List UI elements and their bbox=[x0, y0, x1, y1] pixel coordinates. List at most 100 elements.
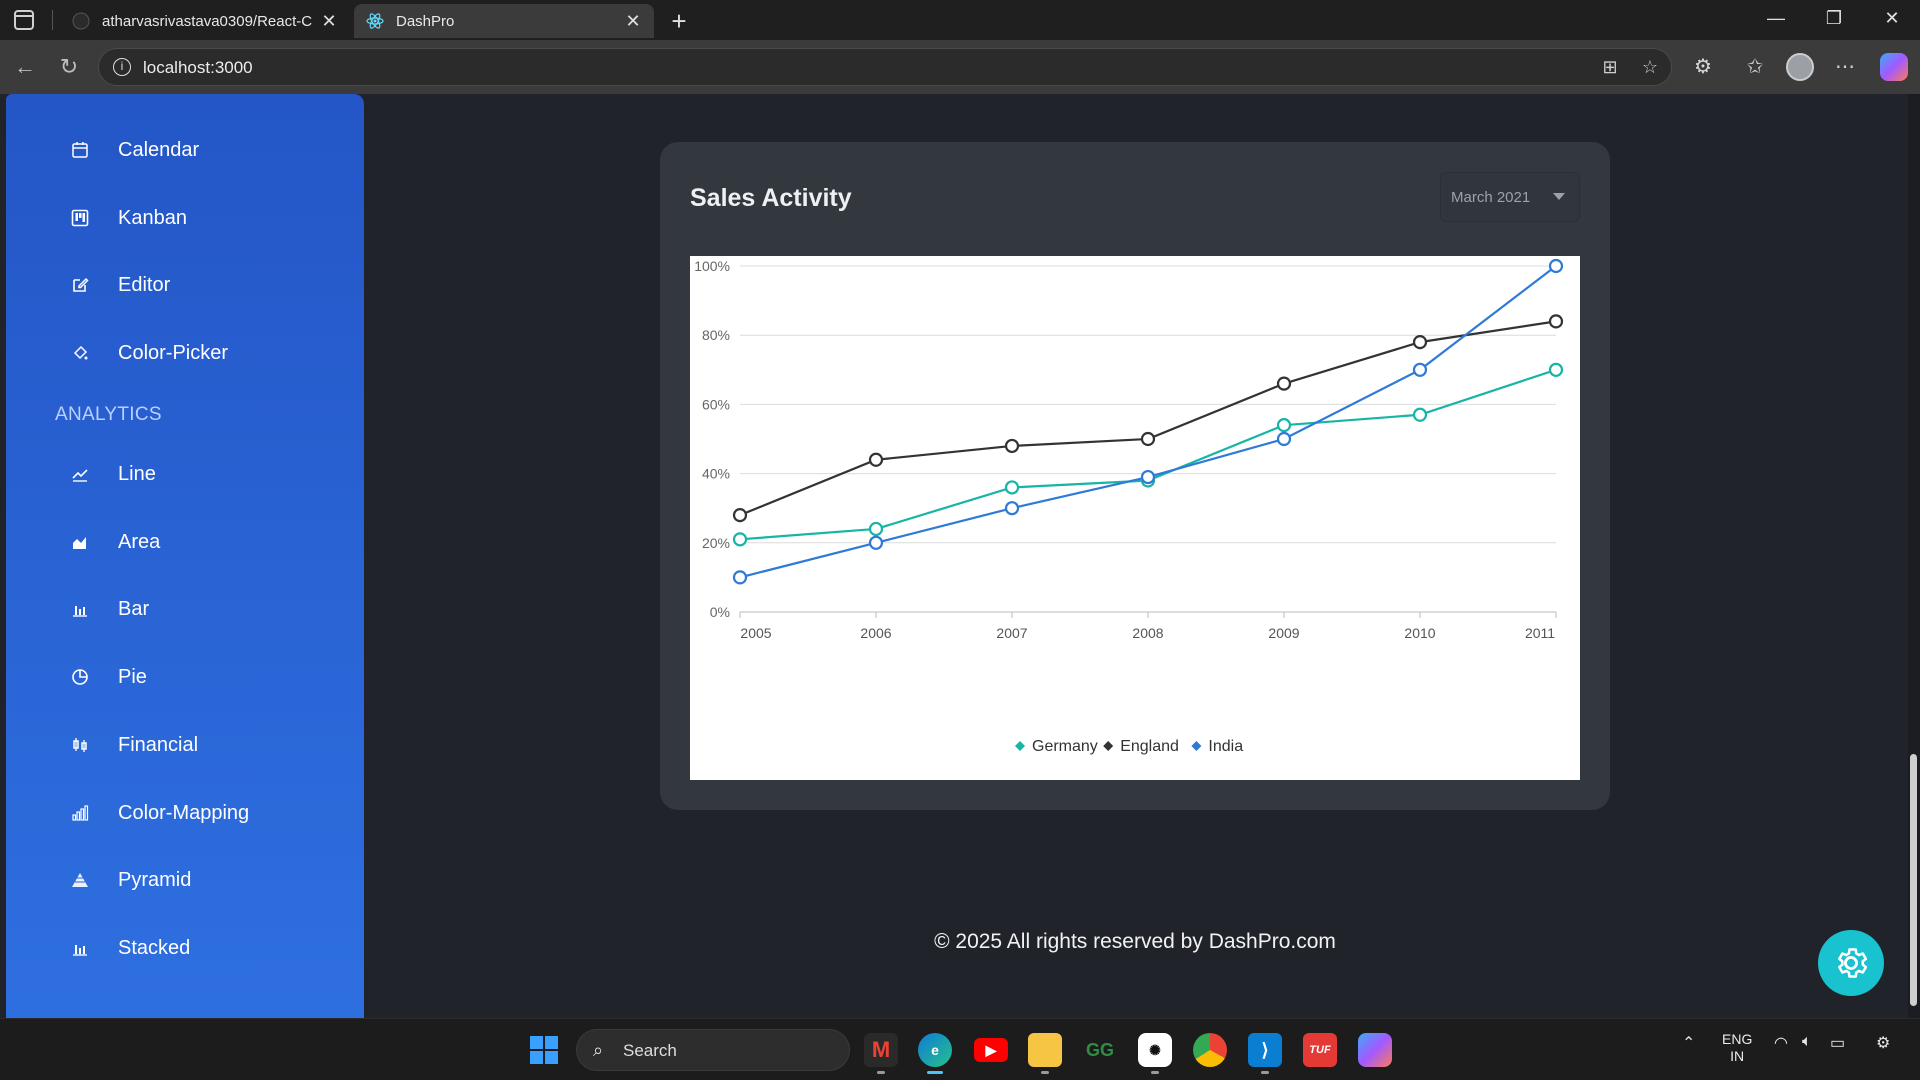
sidebar-item-pie[interactable]: Pie bbox=[70, 657, 147, 697]
refresh-icon[interactable]: ↻ bbox=[59, 54, 79, 79]
legend-label-india: India bbox=[1208, 738, 1243, 755]
sidebar-item-editor[interactable]: Editor bbox=[70, 265, 170, 305]
x-tick-label: 2011 bbox=[1525, 625, 1555, 641]
close-window-icon[interactable]: ✕ bbox=[1884, 8, 1900, 28]
app-available-icon[interactable]: ⊞ bbox=[1602, 57, 1618, 77]
series-line-germany bbox=[739, 368, 1557, 541]
y-tick-label: 0% bbox=[710, 604, 730, 620]
sidebar-item-bar[interactable]: Bar bbox=[70, 589, 149, 629]
chevron-down-icon bbox=[1553, 193, 1565, 200]
minimize-icon[interactable]: — bbox=[1767, 8, 1785, 28]
data-point-india bbox=[1140, 469, 1156, 485]
sales-activity-card: Sales Activity March 2021 0% 20% 40% 60% 80%… bbox=[660, 142, 1610, 810]
calendar-icon bbox=[70, 140, 90, 160]
data-point-england bbox=[1004, 438, 1020, 454]
favorites-icon[interactable]: ✩ bbox=[1746, 56, 1764, 78]
geeksforgeeks-icon[interactable]: GG bbox=[1085, 1039, 1114, 1060]
restore-icon[interactable]: ❐ bbox=[1825, 8, 1843, 28]
section-label-analytics: ANALYTICS bbox=[55, 404, 162, 425]
vscode-icon[interactable]: ⟩ bbox=[1248, 1033, 1282, 1067]
sidebar-item-line[interactable]: Line bbox=[70, 454, 156, 494]
data-point-germany bbox=[1276, 418, 1292, 433]
edge-icon[interactable]: e bbox=[918, 1033, 952, 1067]
file-explorer-icon[interactable] bbox=[1028, 1033, 1062, 1067]
sidebar-item-label: Calendar bbox=[118, 138, 200, 161]
tab-actions-icon[interactable] bbox=[14, 10, 34, 30]
data-point-england bbox=[1412, 335, 1428, 350]
stacked-icon bbox=[70, 938, 90, 958]
show-hidden-icons-icon[interactable]: ⌃ bbox=[1682, 1035, 1696, 1052]
bar-chart-icon bbox=[70, 599, 90, 619]
new-tab-icon[interactable]: + bbox=[671, 6, 687, 36]
sidebar-item-financial[interactable]: Financial bbox=[70, 725, 198, 765]
taskbar-search[interactable]: ⌕ Search bbox=[576, 1029, 850, 1071]
x-tick-label: 2008 bbox=[1132, 625, 1163, 641]
active-indicator bbox=[927, 1071, 943, 1074]
favorite-star-icon[interactable]: ☆ bbox=[1641, 57, 1659, 77]
windows-start-icon[interactable] bbox=[530, 1036, 558, 1064]
month-dropdown[interactable]: March 2021 bbox=[1440, 172, 1580, 222]
dropdown-value: March 2021 bbox=[1451, 188, 1531, 206]
chrome-icon[interactable] bbox=[1193, 1033, 1227, 1067]
legend-marker-india bbox=[1191, 741, 1202, 751]
sidebar-item-kanban[interactable]: Kanban bbox=[70, 198, 187, 238]
x-tick-label: 2007 bbox=[996, 625, 1027, 641]
area-chart-icon bbox=[70, 532, 90, 552]
scrollbar-thumb[interactable] bbox=[1910, 754, 1917, 1006]
youtube-icon[interactable]: ▶ bbox=[974, 1038, 1008, 1062]
language-indicator[interactable]: ENG IN bbox=[1722, 1031, 1752, 1065]
data-point-germany bbox=[732, 532, 748, 547]
page-scrollbar[interactable] bbox=[1908, 94, 1920, 1018]
data-point-india bbox=[1412, 362, 1428, 377]
battery-icon[interactable]: ▭ bbox=[1830, 1035, 1846, 1052]
y-tick-label: 40% bbox=[702, 466, 730, 482]
sales-line-chart: 0% 20% 40% 60% 80% 100% 2005 2006 2007 2008 2009 20… bbox=[690, 256, 1580, 780]
legend-label-germany: Germany bbox=[1032, 738, 1098, 755]
data-point-england bbox=[868, 452, 884, 467]
sidebar-item-color-mapping[interactable]: Color-Mapping bbox=[70, 793, 249, 833]
site-info-icon[interactable]: i bbox=[113, 58, 131, 76]
sidebar-item-calendar[interactable]: Calendar bbox=[70, 130, 199, 170]
back-icon[interactable]: ← bbox=[14, 54, 36, 79]
url-field[interactable]: i localhost:3000 ⊞ ☆ bbox=[98, 48, 1672, 86]
data-point-germany bbox=[1004, 480, 1020, 495]
browser-tab-dashpro[interactable]: DashPro ✕ bbox=[354, 4, 654, 38]
more-options-icon[interactable]: ⋯ bbox=[1835, 56, 1855, 78]
sidebar-item-label: Color-Mapping bbox=[118, 801, 250, 824]
sidebar-item-pyramid[interactable]: Pyramid bbox=[70, 860, 191, 900]
close-tab-icon[interactable]: ✕ bbox=[321, 10, 337, 31]
settings-button[interactable] bbox=[1818, 930, 1884, 996]
legend-marker-england bbox=[1103, 741, 1114, 751]
x-tick-label: 2006 bbox=[860, 625, 891, 641]
copilot-app-icon[interactable] bbox=[1358, 1033, 1392, 1067]
x-tick-label: 2005 bbox=[740, 625, 771, 641]
notification-icon[interactable]: ⚙ bbox=[1876, 1035, 1891, 1052]
running-indicator bbox=[1151, 1071, 1159, 1074]
running-indicator bbox=[1261, 1071, 1269, 1074]
wifi-icon[interactable]: ◠ bbox=[1774, 1035, 1788, 1052]
windows-taskbar: ⌕ Search M e ▶ GG ✺ ⟩ TUF ⌃ ENG IN ◠ 🔈︎ … bbox=[0, 1018, 1920, 1080]
sidebar-item-label: Line bbox=[118, 462, 156, 485]
gear-icon bbox=[1838, 948, 1868, 978]
sidebar-item-color-picker[interactable]: Color-Picker bbox=[70, 333, 228, 373]
data-point-india bbox=[732, 570, 748, 585]
tuf-icon[interactable]: TUF bbox=[1303, 1033, 1337, 1067]
sidebar-item-stacked[interactable]: Stacked bbox=[70, 928, 190, 968]
data-point-england bbox=[1548, 314, 1564, 329]
search-icon: ⌕ bbox=[593, 1040, 604, 1060]
sidebar: Calendar Kanban Editor Color-Picker ANAL… bbox=[6, 94, 364, 1018]
browser-tab-github[interactable]: atharvasrivastava0309/React-Com ✕ bbox=[60, 4, 350, 38]
gmail-icon[interactable]: M bbox=[864, 1033, 898, 1067]
pie-chart-icon bbox=[70, 667, 90, 687]
footer-copyright: © 2025 All rights reserved by DashPro.co… bbox=[934, 930, 1336, 953]
profile-avatar[interactable] bbox=[1786, 53, 1814, 81]
data-point-germany bbox=[1548, 362, 1564, 377]
chatgpt-icon[interactable]: ✺ bbox=[1138, 1033, 1172, 1067]
extensions-icon[interactable]: ⚙ bbox=[1694, 56, 1712, 78]
app-content: Calendar Kanban Editor Color-Picker ANAL… bbox=[0, 94, 1908, 1018]
sidebar-item-area[interactable]: Area bbox=[70, 522, 160, 562]
copilot-icon[interactable] bbox=[1880, 53, 1908, 81]
close-tab-icon[interactable]: ✕ bbox=[625, 10, 641, 31]
sidebar-item-label: Pyramid bbox=[118, 868, 192, 891]
volume-icon[interactable]: 🔈︎ bbox=[1802, 1033, 1812, 1050]
